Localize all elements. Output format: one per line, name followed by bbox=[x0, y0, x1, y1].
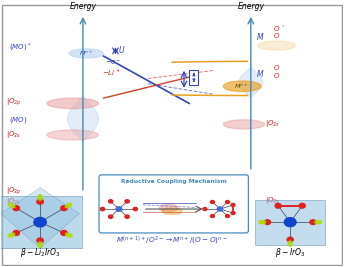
Text: $-Li^+$: $-Li^+$ bbox=[102, 68, 120, 78]
Text: $|O_{2s}$: $|O_{2s}$ bbox=[6, 197, 21, 207]
Ellipse shape bbox=[69, 49, 104, 58]
Circle shape bbox=[37, 199, 43, 204]
Ellipse shape bbox=[159, 204, 178, 212]
FancyBboxPatch shape bbox=[99, 175, 248, 233]
Circle shape bbox=[100, 207, 105, 211]
Ellipse shape bbox=[259, 221, 266, 224]
Ellipse shape bbox=[315, 221, 322, 224]
Circle shape bbox=[217, 207, 223, 211]
Text: $|O_{2s}$: $|O_{2s}$ bbox=[265, 195, 280, 206]
Ellipse shape bbox=[162, 208, 182, 214]
Circle shape bbox=[34, 217, 46, 227]
Text: $|O_{2p}$: $|O_{2p}$ bbox=[6, 186, 22, 197]
Ellipse shape bbox=[47, 98, 98, 109]
Circle shape bbox=[284, 218, 296, 227]
Text: $(MO)$: $(MO)$ bbox=[9, 115, 28, 125]
Circle shape bbox=[231, 203, 235, 206]
Circle shape bbox=[299, 203, 305, 208]
Text: $O$: $O$ bbox=[273, 30, 280, 40]
Circle shape bbox=[287, 237, 293, 242]
Text: $(MO)^*$: $(MO)^*$ bbox=[9, 42, 32, 54]
Text: U: U bbox=[119, 46, 125, 55]
Circle shape bbox=[231, 211, 235, 215]
Text: $M$: $M$ bbox=[256, 31, 264, 42]
Text: $M^{n+}$: $M^{n+}$ bbox=[79, 49, 94, 58]
Polygon shape bbox=[67, 96, 98, 143]
Text: $O$: $O$ bbox=[273, 71, 280, 80]
Ellipse shape bbox=[38, 242, 42, 248]
Text: Energy: Energy bbox=[237, 2, 264, 11]
Ellipse shape bbox=[258, 41, 295, 50]
Circle shape bbox=[13, 206, 20, 211]
Circle shape bbox=[275, 203, 281, 208]
Circle shape bbox=[109, 200, 113, 203]
Circle shape bbox=[125, 215, 129, 218]
FancyBboxPatch shape bbox=[256, 200, 325, 245]
Circle shape bbox=[125, 200, 129, 203]
Ellipse shape bbox=[47, 130, 98, 140]
Text: $M$: $M$ bbox=[256, 68, 264, 79]
Text: Reductive Coupling Mechanism: Reductive Coupling Mechanism bbox=[121, 179, 227, 184]
Circle shape bbox=[203, 207, 207, 210]
Ellipse shape bbox=[8, 233, 15, 237]
Text: $^*$: $^*$ bbox=[281, 24, 286, 29]
Text: $\beta - IrO_3$: $\beta - IrO_3$ bbox=[275, 246, 305, 259]
Circle shape bbox=[109, 215, 113, 218]
Circle shape bbox=[13, 230, 20, 235]
FancyBboxPatch shape bbox=[190, 70, 198, 85]
Circle shape bbox=[310, 220, 316, 225]
Circle shape bbox=[116, 207, 122, 211]
Ellipse shape bbox=[9, 203, 15, 208]
Ellipse shape bbox=[65, 203, 72, 208]
Text: $M^{(n+1)+}/O^{2-} \rightarrow M^{n+}/(O-O)^{n-}$: $M^{(n+1)+}/O^{2-} \rightarrow M^{n+}/(O… bbox=[116, 235, 228, 247]
FancyBboxPatch shape bbox=[2, 5, 342, 265]
Text: $|O_{2s}$: $|O_{2s}$ bbox=[265, 118, 280, 129]
Circle shape bbox=[211, 201, 214, 203]
Ellipse shape bbox=[288, 241, 292, 246]
Text: $O$: $O$ bbox=[273, 24, 280, 33]
Circle shape bbox=[37, 238, 43, 243]
Circle shape bbox=[133, 207, 138, 211]
Circle shape bbox=[211, 214, 214, 218]
Text: $O$: $O$ bbox=[273, 63, 280, 72]
Polygon shape bbox=[1, 188, 79, 248]
Text: $\Delta$: $\Delta$ bbox=[189, 74, 196, 85]
FancyBboxPatch shape bbox=[0, 196, 82, 248]
Text: $\beta - Li_2IrO_3$: $\beta - Li_2IrO_3$ bbox=[20, 246, 61, 259]
Text: Energy: Energy bbox=[69, 2, 96, 11]
Text: $-e^{-}$: $-e^{-}$ bbox=[105, 58, 121, 67]
Ellipse shape bbox=[223, 81, 261, 92]
Circle shape bbox=[226, 214, 229, 218]
Ellipse shape bbox=[38, 195, 42, 200]
Circle shape bbox=[226, 201, 229, 203]
Ellipse shape bbox=[65, 233, 72, 237]
Circle shape bbox=[61, 230, 67, 235]
Text: $M^{n+}$: $M^{n+}$ bbox=[234, 82, 248, 91]
Ellipse shape bbox=[223, 120, 265, 129]
Text: $|O_{2p}$: $|O_{2p}$ bbox=[6, 97, 22, 108]
Circle shape bbox=[61, 206, 67, 211]
Text: $|O_{2s}$: $|O_{2s}$ bbox=[6, 129, 21, 140]
Polygon shape bbox=[239, 66, 263, 98]
Circle shape bbox=[265, 220, 271, 225]
